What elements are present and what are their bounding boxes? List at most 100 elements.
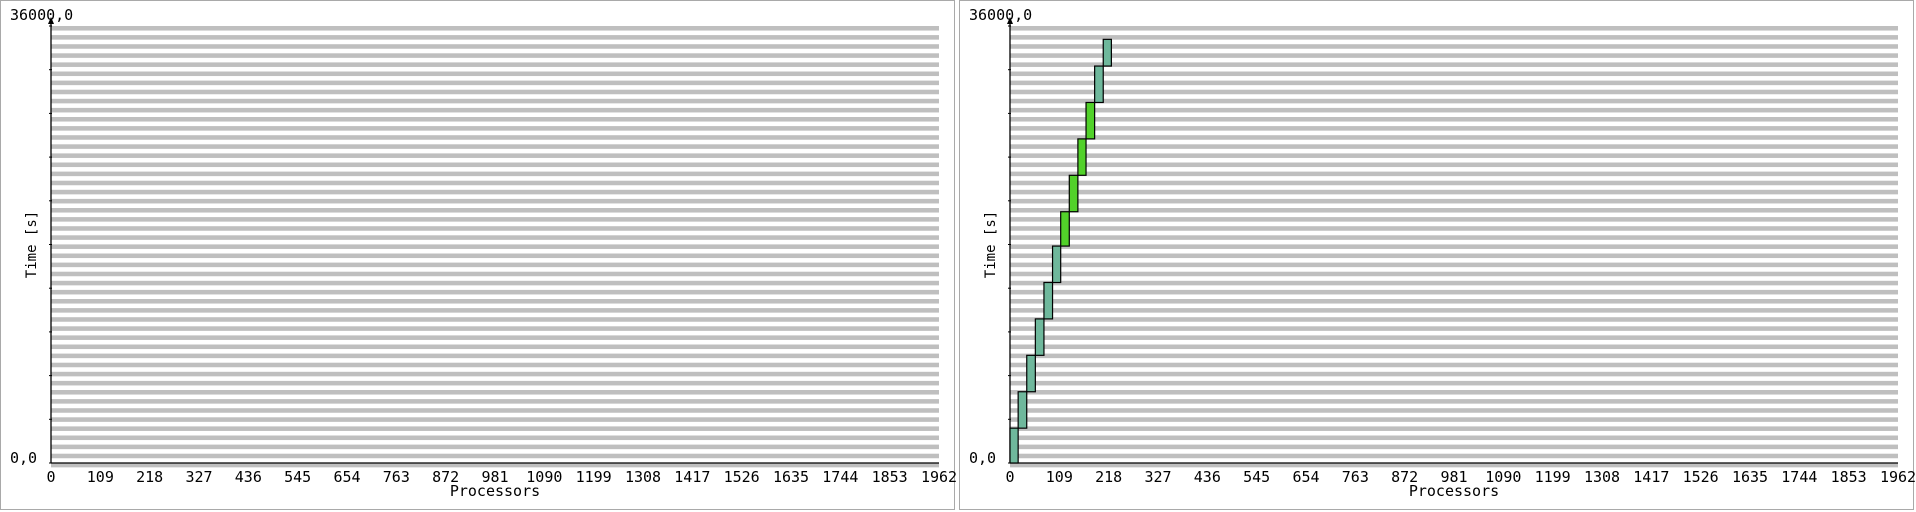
x-tick-label: 1635 <box>773 468 809 486</box>
grid-stripe <box>51 280 939 286</box>
grid-stripe <box>51 380 939 386</box>
grid-stripe <box>51 462 939 468</box>
grid-stripe <box>51 371 939 377</box>
grid-stripe <box>51 198 939 204</box>
grid-stripe <box>1010 217 1898 222</box>
grid-stripe <box>1010 135 1898 140</box>
y-min-label: 0,0 <box>969 449 996 467</box>
grid-stripe <box>1010 208 1898 213</box>
x-tick-label: 1308 <box>625 468 661 486</box>
x-tick-label: 1526 <box>724 468 760 486</box>
grid-stripe <box>1010 371 1898 377</box>
grid-stripe <box>1010 462 1898 468</box>
job-bar <box>1094 65 1104 104</box>
grid-stripe <box>51 180 939 186</box>
x-axis-title: Processors <box>450 482 540 500</box>
job-bar <box>1060 211 1070 247</box>
grid-stripe <box>1010 390 1898 395</box>
x-tick-label: 1853 <box>872 468 908 486</box>
grid-stripe <box>51 189 939 195</box>
gantt-chart-right: 36000,0 0,0 Time [s] 0 109 218 327 436 545 654 763… <box>969 6 1915 500</box>
grid-stripe <box>51 144 939 149</box>
grid-stripe <box>51 289 939 295</box>
grid-stripe <box>51 326 939 331</box>
grid-stripe <box>51 435 939 441</box>
grid-stripe <box>1010 380 1898 386</box>
x-tick-label: 763 <box>1342 468 1369 486</box>
y-max-label: 36000,0 <box>10 6 73 24</box>
grid-stripe <box>51 235 939 240</box>
grid-stripe <box>1010 353 1898 359</box>
x-tick-label: 545 <box>284 468 311 486</box>
x-tick-label: 981 <box>481 468 508 486</box>
job-bar <box>1068 174 1079 213</box>
grid-stripe <box>1010 53 1898 58</box>
gantt-chart-left: 36000,0 0,0 Time [s] 0 109 218 327 436 545 654 763… <box>10 6 956 500</box>
grid-stripes <box>51 26 939 468</box>
grid-stripe <box>1010 399 1898 404</box>
grid-stripe <box>1010 162 1898 168</box>
grid-stripe <box>51 153 939 158</box>
grid-stripe <box>51 80 939 86</box>
grid-stripe <box>1010 144 1898 149</box>
grid-stripe <box>1010 299 1898 304</box>
grid-stripe <box>51 98 939 104</box>
job-bar <box>1085 101 1096 140</box>
grid-stripe <box>51 417 939 422</box>
grid-stripe <box>51 208 939 213</box>
grid-stripe <box>1010 271 1898 277</box>
grid-stripe <box>51 299 939 304</box>
grid-stripe <box>1010 262 1898 268</box>
grid-stripe <box>51 453 939 459</box>
x-tick-label: 872 <box>1391 468 1418 486</box>
grid-stripe <box>51 162 939 168</box>
x-tick-label: 872 <box>432 468 459 486</box>
grid-stripe <box>51 444 939 450</box>
grid-stripe <box>1010 308 1898 313</box>
x-tick-label: 327 <box>185 468 212 486</box>
x-tick-label: 1090 <box>1485 468 1521 486</box>
x-tick-label: 1744 <box>822 468 858 486</box>
x-tick-label: 1417 <box>1633 468 1669 486</box>
grid-stripe <box>1010 444 1898 450</box>
grid-stripe <box>51 135 939 140</box>
grid-stripe <box>51 253 939 259</box>
x-tick-label: 1635 <box>1732 468 1768 486</box>
grid-stripe <box>1010 98 1898 104</box>
grid-stripe <box>51 26 939 31</box>
grid-stripe <box>1010 289 1898 295</box>
y-axis-arrow <box>48 17 54 24</box>
x-tick-label: 218 <box>1095 468 1122 486</box>
gantt-panel-right: 36000,0 0,0 Time [s] 0 109 218 327 436 545 654 763… <box>959 0 1915 510</box>
grid-stripe <box>1010 453 1898 459</box>
grid-stripe <box>51 171 939 177</box>
y-axis-title: Time [s] <box>24 211 40 278</box>
grid-stripe <box>51 53 939 58</box>
grid-stripe <box>51 390 939 395</box>
grid-stripe <box>1010 253 1898 259</box>
x-tick-label: 1199 <box>576 468 612 486</box>
grid-stripe <box>1010 71 1898 77</box>
grid-stripe <box>1010 417 1898 422</box>
grid-stripe <box>1010 408 1898 413</box>
grid-stripe <box>51 117 939 122</box>
job-bar <box>1051 245 1062 284</box>
x-tick-label: 327 <box>1144 468 1171 486</box>
x-tick-label: 545 <box>1243 468 1270 486</box>
grid-stripe <box>51 35 939 40</box>
grid-stripe <box>1010 180 1898 186</box>
grid-stripe <box>51 62 939 67</box>
grid-stripe <box>51 353 939 359</box>
grid-stripe <box>1010 171 1898 177</box>
y-axis-title: Time [s] <box>983 211 999 278</box>
job-bar <box>1043 281 1054 320</box>
grid-stripe <box>51 426 939 431</box>
grid-stripe <box>51 344 939 350</box>
grid-stripe <box>51 408 939 413</box>
grid-stripe <box>1010 117 1898 122</box>
grid-stripe <box>1010 153 1898 158</box>
grid-stripe <box>1010 89 1898 95</box>
grid-stripe <box>51 362 939 368</box>
job-bar <box>1026 354 1036 393</box>
grid-stripes <box>1010 26 1898 468</box>
